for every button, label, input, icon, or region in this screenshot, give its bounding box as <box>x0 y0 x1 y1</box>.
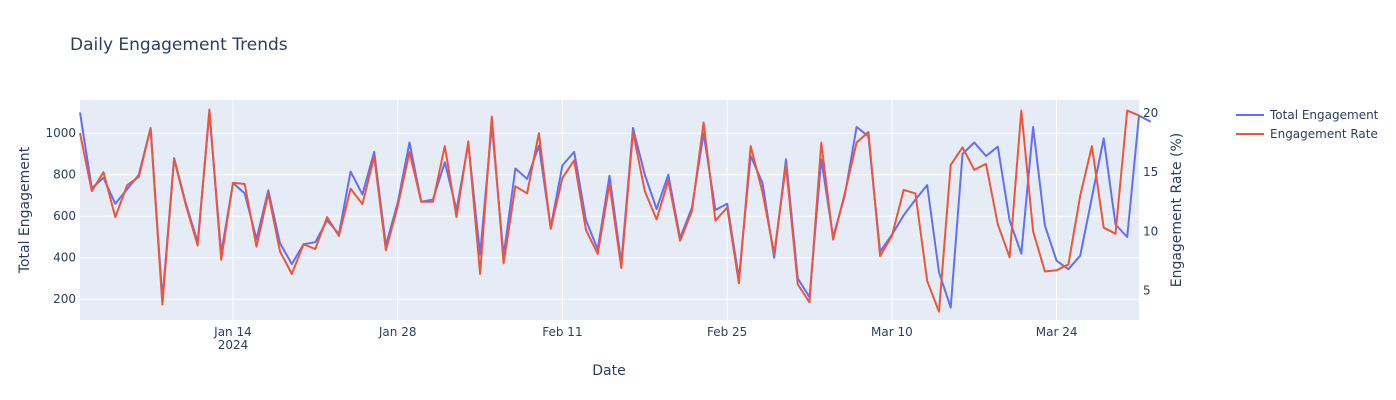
x-tick-label: Jan 28 <box>378 325 417 339</box>
chart-title: Daily Engagement Trends <box>70 35 288 55</box>
x-tick-label: Feb 11 <box>542 325 582 339</box>
y-tick-label: 1000 <box>45 126 76 140</box>
legend-label-total-engagement: Total Engagement <box>1269 108 1379 122</box>
series-line-engagement-rate <box>79 108 1140 313</box>
y2-tick-label: 20 <box>1143 106 1158 120</box>
x-axis-title: Date <box>592 363 625 379</box>
y2-axis-title: Engagement Rate (%) <box>1169 133 1185 288</box>
y2-tick-label: 15 <box>1143 165 1158 179</box>
y2-tick-label: 5 <box>1143 283 1151 297</box>
plot-area <box>80 100 1139 320</box>
y-tick-label: 200 <box>53 292 76 306</box>
y-tick-label: 600 <box>53 209 76 223</box>
y-axis-title: Total Engagement <box>17 146 33 274</box>
y-tick-label: 400 <box>53 251 76 265</box>
series-lines <box>79 108 1152 313</box>
y2-tick-label: 10 <box>1143 224 1158 238</box>
y-tick-label: 800 <box>53 168 76 182</box>
x-tick-label: Feb 25 <box>707 325 747 339</box>
x-tick-label: Mar 10 <box>871 325 913 339</box>
x-tick-label: Jan 14 <box>213 325 252 339</box>
x-tick-year: 2024 <box>218 338 249 352</box>
legend-label-engagement-rate: Engagement Rate <box>1270 127 1378 141</box>
legend[interactable]: Total Engagement Engagement Rate <box>1236 108 1379 141</box>
right-axis-ticks: 5 10 15 20 <box>1143 106 1158 297</box>
x-tick-label: Mar 24 <box>1036 325 1078 339</box>
left-axis-ticks: 200 400 600 800 1000 <box>45 126 76 306</box>
